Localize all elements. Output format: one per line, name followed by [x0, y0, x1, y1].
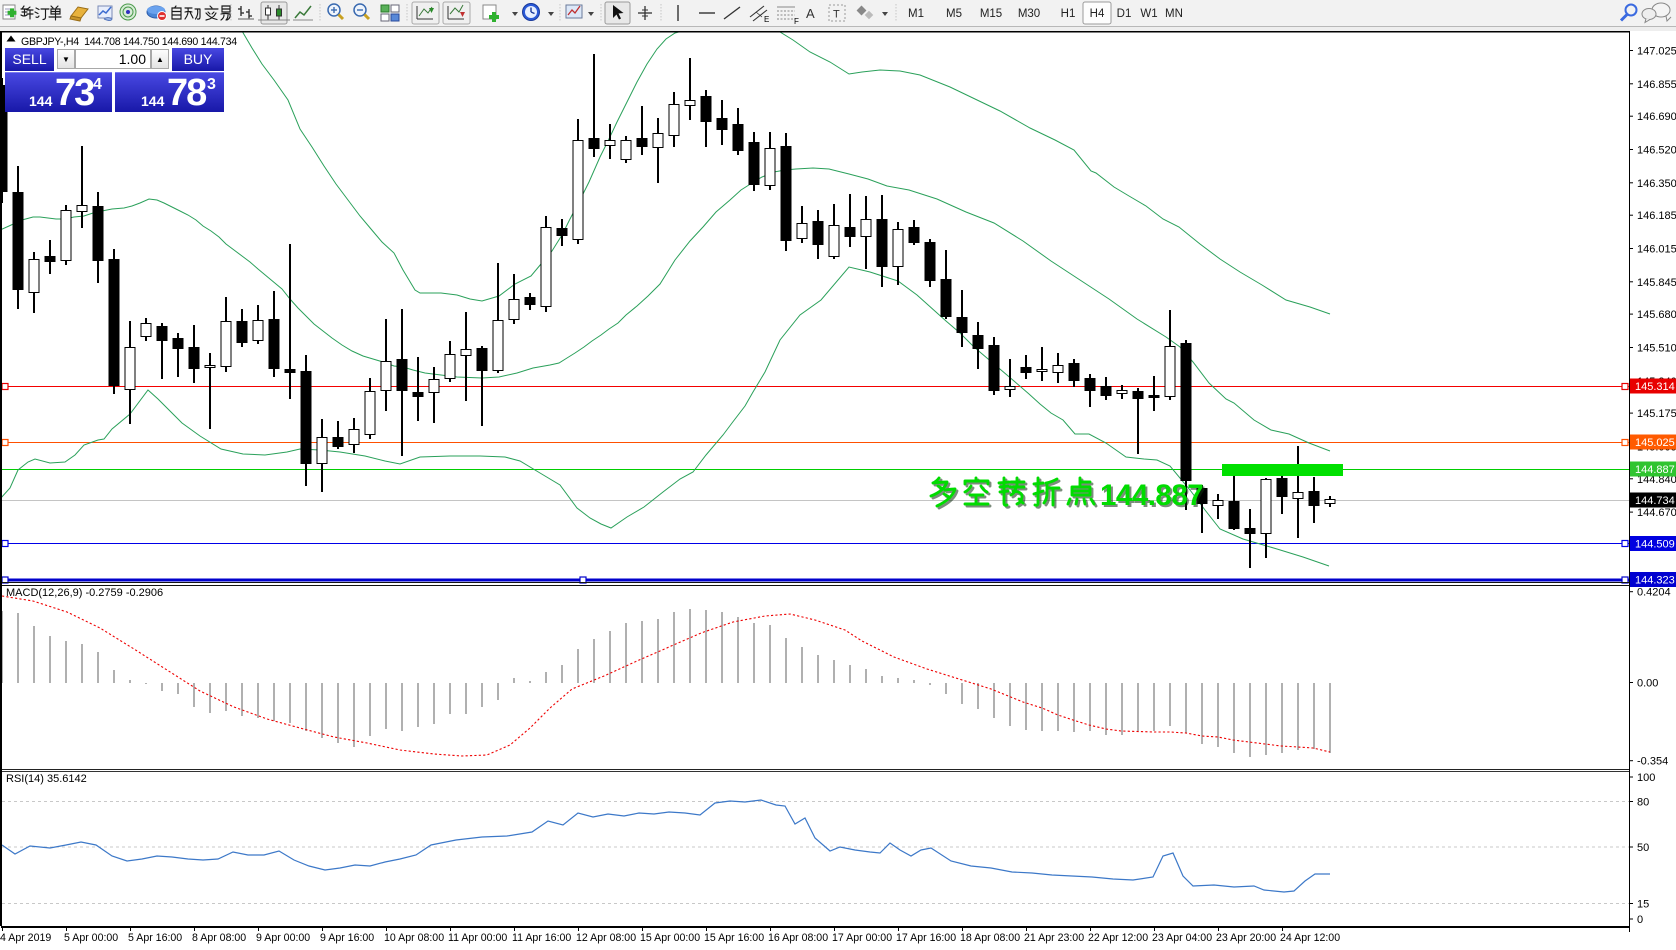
svg-text:23 Apr 04:00: 23 Apr 04:00	[1152, 932, 1212, 944]
svg-text:144.840: 144.840	[1637, 474, 1676, 486]
svg-text:145.510: 145.510	[1637, 343, 1676, 355]
svg-text:145.680: 145.680	[1637, 309, 1676, 321]
svg-text:18 Apr 08:00: 18 Apr 08:00	[960, 932, 1020, 944]
svg-text:5 Apr 00:00: 5 Apr 00:00	[64, 932, 118, 944]
svg-text:W1: W1	[1140, 8, 1157, 20]
svg-text:0.00: 0.00	[1637, 678, 1658, 690]
svg-text:144.887: 144.887	[1100, 479, 1203, 512]
svg-text:M30: M30	[1018, 8, 1040, 20]
svg-text:MN: MN	[1165, 8, 1183, 20]
svg-text:10 Apr 08:00: 10 Apr 08:00	[384, 932, 444, 944]
svg-text:145.845: 145.845	[1637, 277, 1676, 289]
svg-text:0.4204: 0.4204	[1637, 587, 1671, 599]
svg-text:H4: H4	[1090, 8, 1105, 20]
svg-text:144.670: 144.670	[1637, 507, 1676, 519]
svg-text:D1: D1	[1117, 8, 1132, 20]
svg-text:11 Apr 00:00: 11 Apr 00:00	[448, 932, 507, 944]
svg-text:16 Apr 08:00: 16 Apr 08:00	[768, 932, 828, 944]
svg-text:50: 50	[1637, 842, 1649, 854]
svg-text:144.734: 144.734	[1635, 495, 1675, 507]
svg-text:147.025: 147.025	[1637, 46, 1676, 58]
svg-text:146.015: 146.015	[1637, 244, 1676, 256]
svg-text:23 Apr 20:00: 23 Apr 20:00	[1216, 932, 1276, 944]
svg-text:H1: H1	[1061, 8, 1076, 20]
svg-text:144.323: 144.323	[1635, 575, 1675, 587]
svg-text:11 Apr 16:00: 11 Apr 16:00	[512, 932, 571, 944]
svg-text:A: A	[806, 6, 815, 21]
svg-text:M1: M1	[908, 8, 924, 20]
svg-text:F: F	[794, 17, 799, 26]
svg-text:17 Apr 16:00: 17 Apr 16:00	[896, 932, 956, 944]
svg-text:144.887: 144.887	[1635, 464, 1675, 476]
svg-text:15: 15	[1637, 899, 1649, 911]
svg-text:146.855: 146.855	[1637, 79, 1676, 91]
svg-text:17 Apr 00:00: 17 Apr 00:00	[832, 932, 892, 944]
svg-text:144.509: 144.509	[1635, 539, 1675, 551]
svg-text:4 Apr 2019: 4 Apr 2019	[0, 932, 51, 944]
svg-text:21 Apr 23:00: 21 Apr 23:00	[1024, 932, 1084, 944]
svg-text:100: 100	[1637, 772, 1655, 784]
svg-text:-0.354: -0.354	[1637, 756, 1668, 768]
svg-text:M5: M5	[946, 8, 962, 20]
svg-text:24 Apr 12:00: 24 Apr 12:00	[1280, 932, 1340, 944]
svg-text:15 Apr 16:00: 15 Apr 16:00	[704, 932, 764, 944]
svg-text:9 Apr 00:00: 9 Apr 00:00	[256, 932, 310, 944]
svg-text:80: 80	[1637, 797, 1649, 809]
svg-text:RSI(14) 35.6142: RSI(14) 35.6142	[6, 773, 87, 785]
svg-text:GBPJPY-,H4 144.708 144.750 14: GBPJPY-,H4 144.708 144.750 144.690 144.7…	[21, 36, 237, 48]
svg-text:145.314: 145.314	[1635, 381, 1675, 393]
svg-text:15 Apr 00:00: 15 Apr 00:00	[640, 932, 700, 944]
svg-text:0: 0	[1637, 914, 1643, 926]
svg-text:146.520: 146.520	[1637, 145, 1676, 157]
svg-text:22 Apr 12:00: 22 Apr 12:00	[1088, 932, 1148, 944]
svg-text:E: E	[764, 15, 769, 24]
svg-text:145.175: 145.175	[1637, 408, 1676, 420]
svg-text:146.185: 146.185	[1637, 210, 1676, 222]
svg-text:145.025: 145.025	[1635, 437, 1675, 449]
svg-text:5 Apr 16:00: 5 Apr 16:00	[128, 932, 182, 944]
svg-text:12 Apr 08:00: 12 Apr 08:00	[576, 932, 636, 944]
svg-text:8 Apr 08:00: 8 Apr 08:00	[192, 932, 246, 944]
svg-text:144.887: 144.887	[1102, 481, 1205, 514]
svg-text:146.350: 146.350	[1637, 178, 1676, 190]
svg-text:M15: M15	[980, 8, 1002, 20]
svg-text:146.690: 146.690	[1637, 111, 1676, 123]
svg-text:9 Apr 16:00: 9 Apr 16:00	[320, 932, 374, 944]
svg-text:MACD(12,26,9) -0.2759 -0.2906: MACD(12,26,9) -0.2759 -0.2906	[6, 587, 163, 599]
svg-text:T: T	[833, 9, 840, 21]
